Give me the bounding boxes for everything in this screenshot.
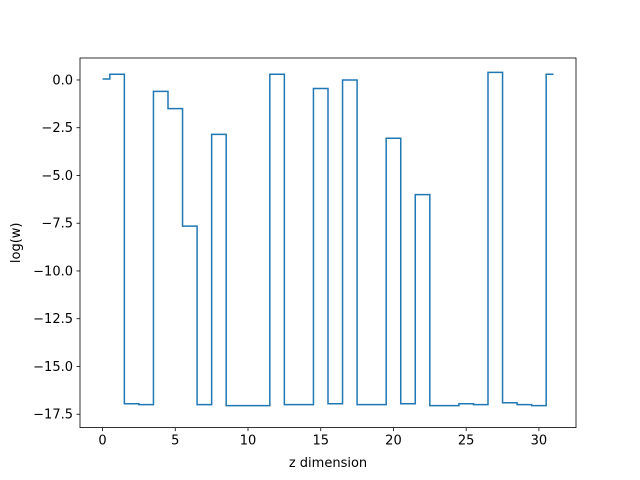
x-tick-label: 10 (240, 434, 257, 449)
y-tick-label: −2.5 (41, 121, 73, 136)
y-tick-label: −10.0 (33, 264, 73, 279)
x-tick-label: 20 (385, 434, 402, 449)
y-axis-label: log(w) (9, 223, 24, 264)
y-tick-label: −15.0 (33, 360, 73, 375)
x-tick-label: 0 (98, 434, 106, 449)
y-tick-label: −7.5 (41, 217, 73, 232)
series-line (102, 71, 554, 407)
y-tick-label: −5.0 (41, 169, 73, 184)
x-tick-label: 30 (531, 434, 548, 449)
plot-area (79, 57, 577, 429)
x-tick-label: 25 (458, 434, 475, 449)
x-axis-ticks: 0 5 10 15 20 25 30 (98, 427, 548, 449)
x-axis-label: z dimension (289, 456, 367, 471)
y-tick-label: −12.5 (33, 312, 73, 327)
x-tick-label: 5 (171, 434, 179, 449)
y-tick-label: −17.5 (33, 408, 73, 423)
x-tick-label: 15 (312, 434, 329, 449)
axes-frame (79, 57, 577, 429)
y-axis-ticks: 0.0 −2.5 −5.0 −7.5 −10.0 −12.5 −15.0 −17.5 (33, 73, 80, 423)
y-tick-label: 0.0 (52, 73, 73, 88)
